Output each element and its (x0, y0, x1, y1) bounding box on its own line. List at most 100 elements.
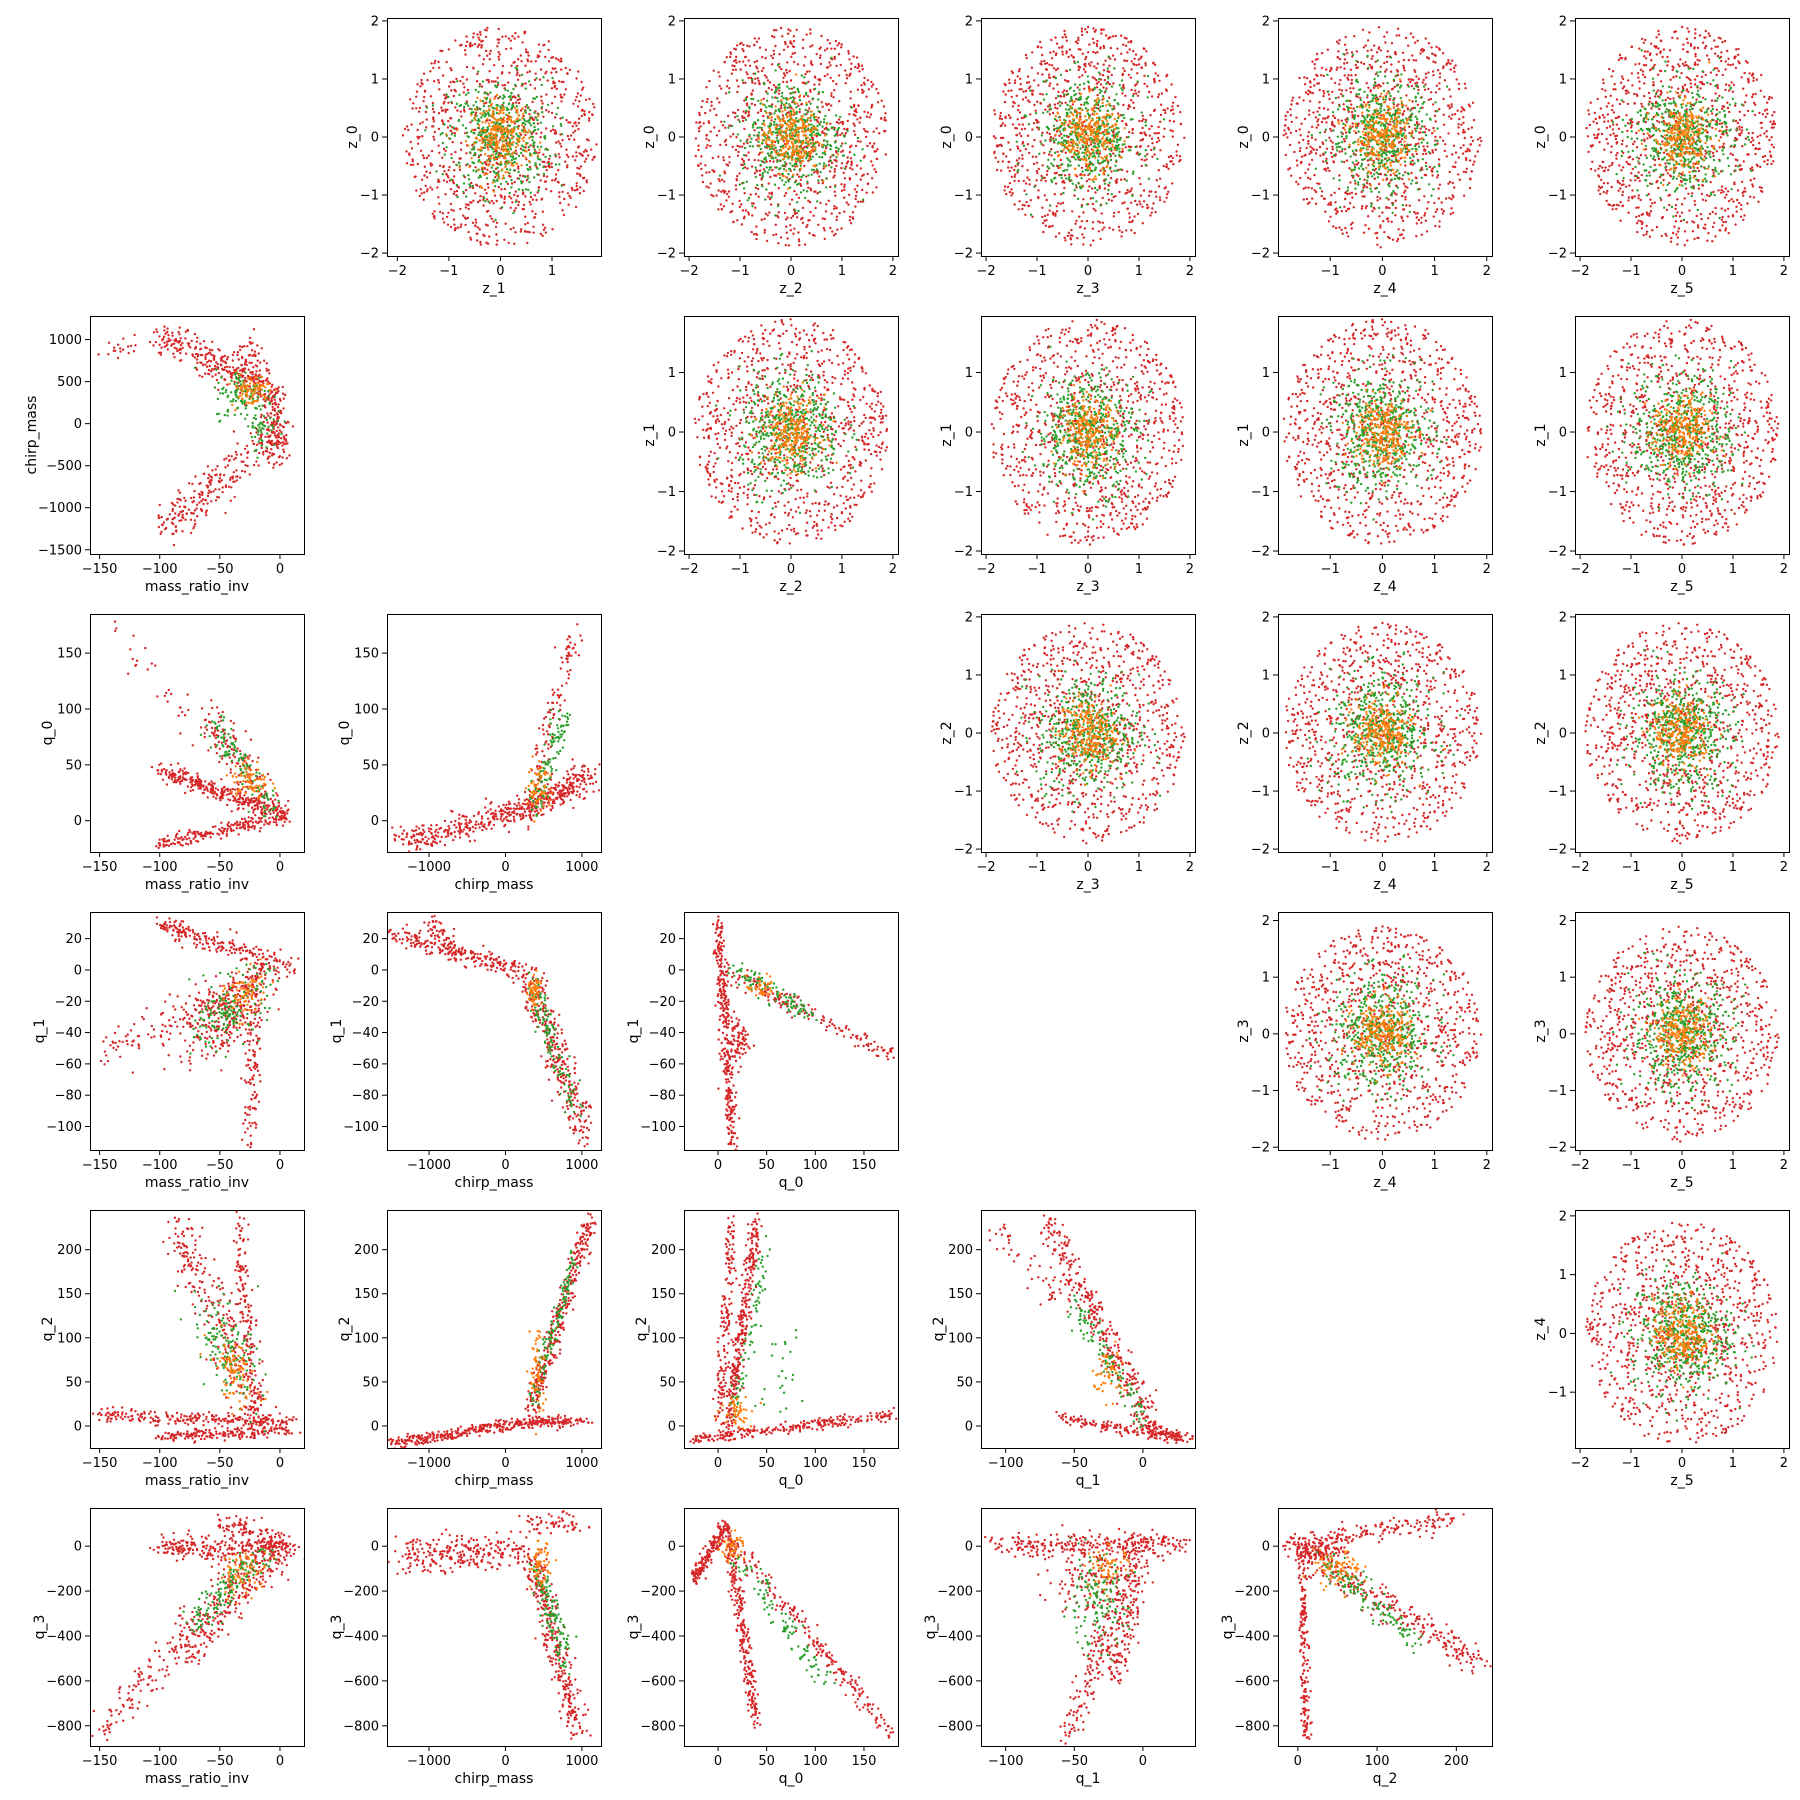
point-green (780, 95, 784, 98)
point-orange (1095, 98, 1098, 102)
point-orange (522, 139, 525, 143)
point-red (1008, 78, 1011, 81)
point-red (595, 143, 598, 146)
point-orange (512, 151, 515, 154)
point-red (1081, 52, 1085, 55)
point-green (512, 211, 515, 215)
point-green (1079, 95, 1082, 99)
point-red (489, 49, 492, 53)
point-green (494, 153, 497, 156)
point-red (1152, 62, 1155, 65)
point-green (783, 106, 786, 109)
point-red (1133, 89, 1137, 92)
point-red (754, 77, 757, 81)
point-red (487, 186, 490, 189)
point-orange (485, 143, 489, 147)
point-orange (1111, 112, 1114, 116)
point-green (771, 147, 774, 150)
point-red (1027, 87, 1031, 90)
point-red (1054, 97, 1058, 100)
point-green (821, 146, 824, 149)
point-green (531, 139, 534, 142)
point-green (785, 98, 788, 101)
point-red (812, 171, 816, 174)
point-red (449, 225, 453, 229)
point-red (843, 188, 846, 192)
point-orange (1121, 147, 1124, 151)
point-red (1130, 187, 1134, 190)
point-orange (1103, 155, 1107, 159)
point-red (587, 117, 591, 120)
point-red (1060, 193, 1063, 196)
point-red (479, 240, 482, 244)
point-red (1028, 100, 1031, 104)
point-green (753, 134, 756, 137)
point-orange (776, 116, 780, 120)
point-red (857, 62, 860, 66)
point-green (546, 148, 549, 152)
point-green (533, 148, 536, 151)
point-red (1101, 228, 1104, 231)
point-red (479, 195, 482, 198)
point-orange (517, 114, 520, 117)
point-orange (801, 121, 805, 125)
point-red (1070, 141, 1073, 144)
point-red (862, 90, 865, 93)
point-red (747, 110, 750, 113)
point-red (743, 166, 747, 169)
point-red (729, 211, 732, 214)
point-red (840, 166, 843, 170)
point-orange (536, 154, 540, 157)
point-green (748, 105, 751, 109)
point-red (541, 210, 544, 213)
point-orange (1090, 107, 1094, 110)
point-green (1105, 202, 1108, 205)
point-orange (502, 129, 506, 133)
point-red (705, 185, 708, 188)
point-red (1111, 54, 1115, 57)
point-red (576, 166, 579, 170)
point-red (755, 237, 758, 241)
point-red (728, 155, 731, 159)
point-red (474, 128, 477, 131)
point-red (877, 92, 880, 95)
point-red (845, 77, 849, 80)
point-red (581, 177, 585, 180)
point-red (705, 171, 708, 174)
y-tick-label: 0 (371, 131, 379, 146)
point-red (1023, 189, 1026, 192)
point-red (782, 72, 786, 75)
point-green (1037, 126, 1041, 129)
point-green (1121, 143, 1124, 146)
point-orange (792, 144, 795, 147)
point-red (1021, 98, 1025, 101)
point-red (801, 81, 804, 85)
point-red (475, 221, 478, 224)
point-green (821, 125, 824, 128)
point-orange (799, 147, 802, 150)
point-red (1095, 82, 1099, 85)
point-green (513, 126, 516, 129)
point-red (535, 198, 538, 202)
point-red (1136, 94, 1140, 98)
point-red (1041, 131, 1044, 135)
x-axis-label: z_1 (482, 281, 505, 297)
point-red (443, 170, 446, 173)
point-green (522, 145, 525, 149)
point-red (1175, 154, 1179, 157)
point-red (1122, 85, 1125, 88)
point-green (850, 106, 853, 109)
point-red (561, 138, 564, 142)
point-red (847, 52, 850, 55)
point-red (447, 120, 450, 123)
point-red (495, 243, 498, 246)
point-red (764, 48, 768, 51)
point-red (444, 193, 447, 196)
point-red (808, 232, 811, 235)
point-orange (502, 108, 505, 111)
point-red (837, 42, 841, 45)
point-green (1050, 138, 1053, 141)
point-green (802, 189, 805, 192)
point-red (578, 192, 582, 195)
